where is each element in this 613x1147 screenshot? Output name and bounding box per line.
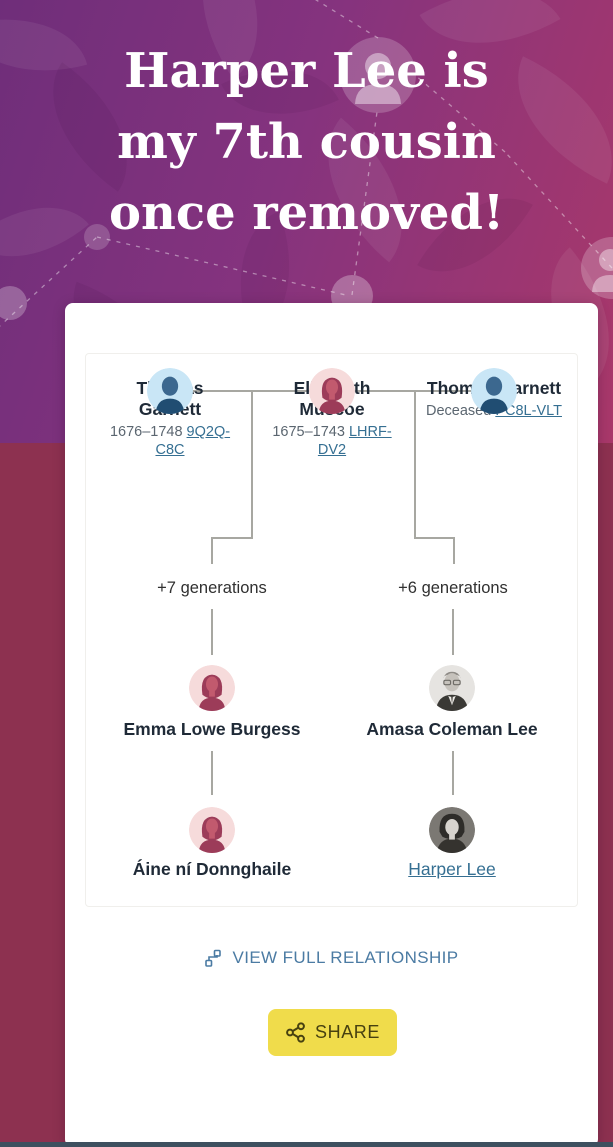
person-name: Harper Lee [342,859,562,880]
view-full-relationship-link[interactable]: VIEW FULL RELATIONSHIP [65,948,598,968]
female-avatar-icon [309,368,355,414]
ancestor-pid-link[interactable]: PC8L-VLT [495,403,562,419]
view-full-relationship-label: VIEW FULL RELATIONSHIP [232,948,459,967]
page-title-line1: Harper Lee is [124,43,489,99]
relationship-card: Thomas Garnett 1676–1748 9Q2Q-C8C Elizab… [65,303,598,1147]
portrait-photo-man [429,665,475,711]
ancestor-lifespan: Deceased [426,403,492,419]
generations-label-left: +7 generations [157,579,267,597]
page-title-line2: my 7th cousin [117,114,496,170]
ancestor-details: 1676–1748 9Q2Q-C8C [109,423,231,459]
harper-lee-link[interactable]: Harper Lee [408,859,496,879]
female-avatar-icon [189,665,235,711]
page-title: Harper Lee is my 7th cousin once removed… [0,36,613,249]
male-avatar-icon [471,368,517,414]
ancestor-card: Thomas Garnett 1676–1748 9Q2Q-C8C [109,368,231,459]
ancestor-pid-link[interactable]: LHRF-DV2 [317,424,392,458]
footer-bar [0,1142,613,1147]
share-button[interactable]: SHARE [268,1009,397,1056]
person-name: Áine ní Donnghaile [132,859,292,879]
ancestor-lifespan: 1675–1743 [272,424,345,440]
page-title-line3: once removed! [108,185,505,241]
male-avatar-icon [147,368,193,414]
ancestor-card: Elizabeth Muscoe 1675–1743 LHRF-DV2 [262,368,402,459]
ancestor-lifespan: 1676–1748 [109,424,183,440]
portrait-bubble [0,37,613,320]
person-name: Amasa Coleman Lee [366,719,538,739]
ancestor-pid-link[interactable]: 9Q2Q-C8C [155,424,231,458]
tree-panel-border [85,353,578,907]
share-icon [285,1022,306,1043]
ancestor-card: Thomas Garnett Deceased PC8L-VLT [419,368,569,420]
portrait-photo-woman [429,807,475,853]
generations-label-right: +6 generations [398,579,508,597]
pedigree-icon [204,949,223,968]
person-name: Emma Lowe Burgess [123,719,301,739]
network-decoration [0,0,613,443]
ancestor-details: 1675–1743 LHRF-DV2 [262,423,402,459]
share-button-label: SHARE [314,1022,380,1042]
female-avatar-icon [189,807,235,853]
ancestor-details: Deceased PC8L-VLT [426,402,562,420]
